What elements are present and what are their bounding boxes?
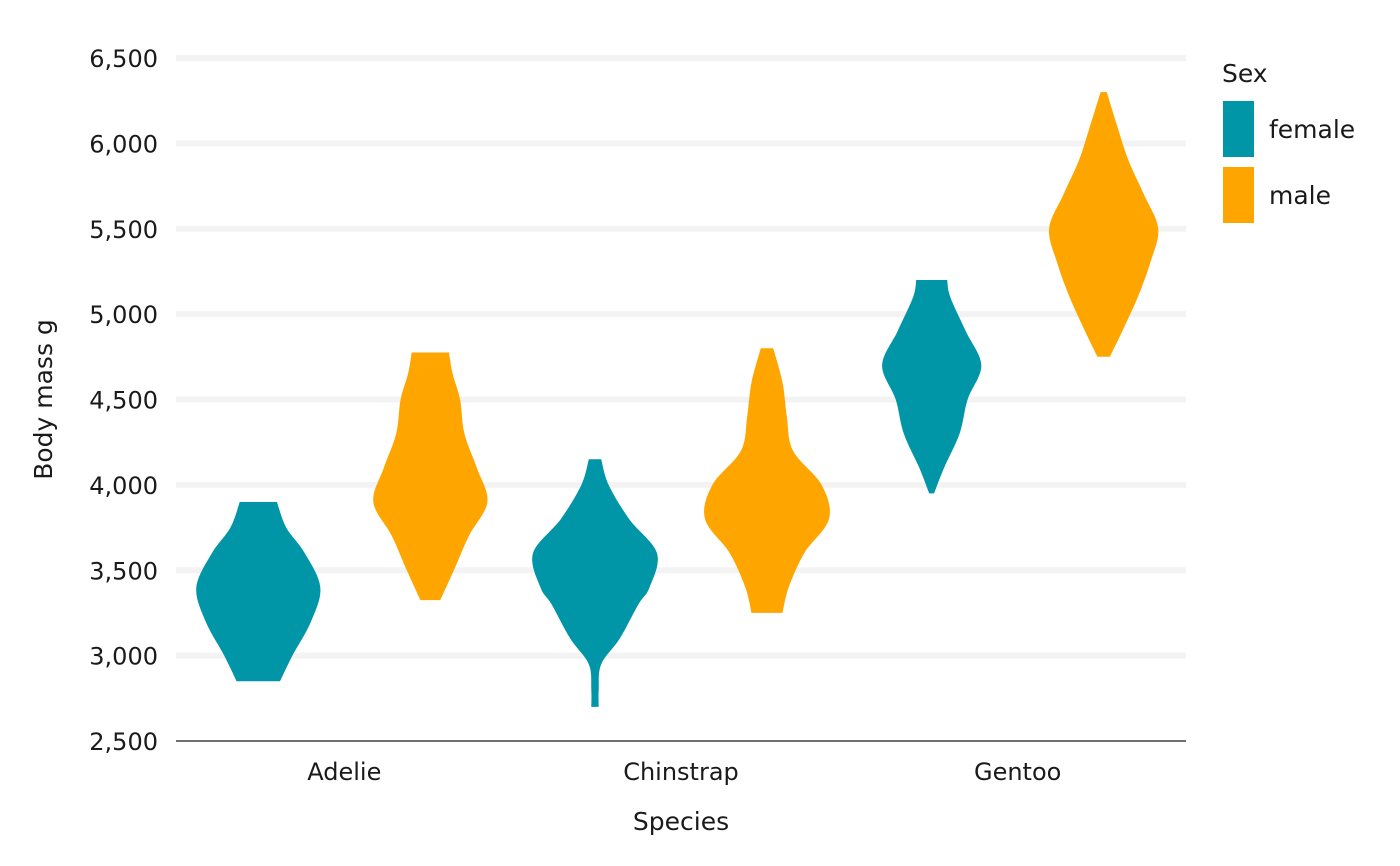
violin-chinstrap-female — [532, 459, 658, 707]
y-tick-label: 2,500 — [89, 728, 158, 756]
legend-label-female: female — [1269, 115, 1355, 144]
y-tick-label: 5,500 — [89, 216, 158, 244]
x-tick-label: Adelie — [307, 758, 381, 786]
y-tick-label: 6,000 — [89, 130, 158, 158]
y-tick-label: 6,500 — [89, 45, 158, 73]
violin-plots — [196, 92, 1159, 707]
gridlines — [176, 55, 1186, 659]
violin-gentoo-female — [882, 280, 982, 494]
x-axis-tick-labels: Adelie Chinstrap Gentoo — [307, 758, 1061, 786]
y-tick-label: 4,500 — [89, 387, 158, 415]
violin-adelie-male — [373, 352, 488, 601]
x-tick-label: Gentoo — [974, 758, 1061, 786]
violin-chinstrap-male — [704, 348, 830, 613]
violin-adelie-female — [196, 502, 321, 682]
legend-label-male: male — [1269, 181, 1331, 210]
x-tick-label: Chinstrap — [623, 758, 739, 786]
y-tick-label: 3,500 — [89, 557, 158, 585]
x-axis-title: Species — [633, 807, 729, 836]
y-axis-title: Body mass g — [29, 319, 58, 480]
legend-swatch-female — [1223, 101, 1254, 157]
y-tick-label: 3,000 — [89, 643, 158, 671]
y-tick-label: 5,000 — [89, 301, 158, 329]
y-axis-tick-labels: 2,500 3,000 3,500 4,000 4,500 5,000 5,500 6,000… — [89, 45, 158, 756]
legend-swatch-male — [1223, 167, 1254, 223]
legend: Sex female male — [1222, 59, 1355, 223]
legend-title: Sex — [1222, 59, 1268, 88]
violin-gentoo-male — [1048, 92, 1159, 357]
y-tick-label: 4,000 — [89, 472, 158, 500]
